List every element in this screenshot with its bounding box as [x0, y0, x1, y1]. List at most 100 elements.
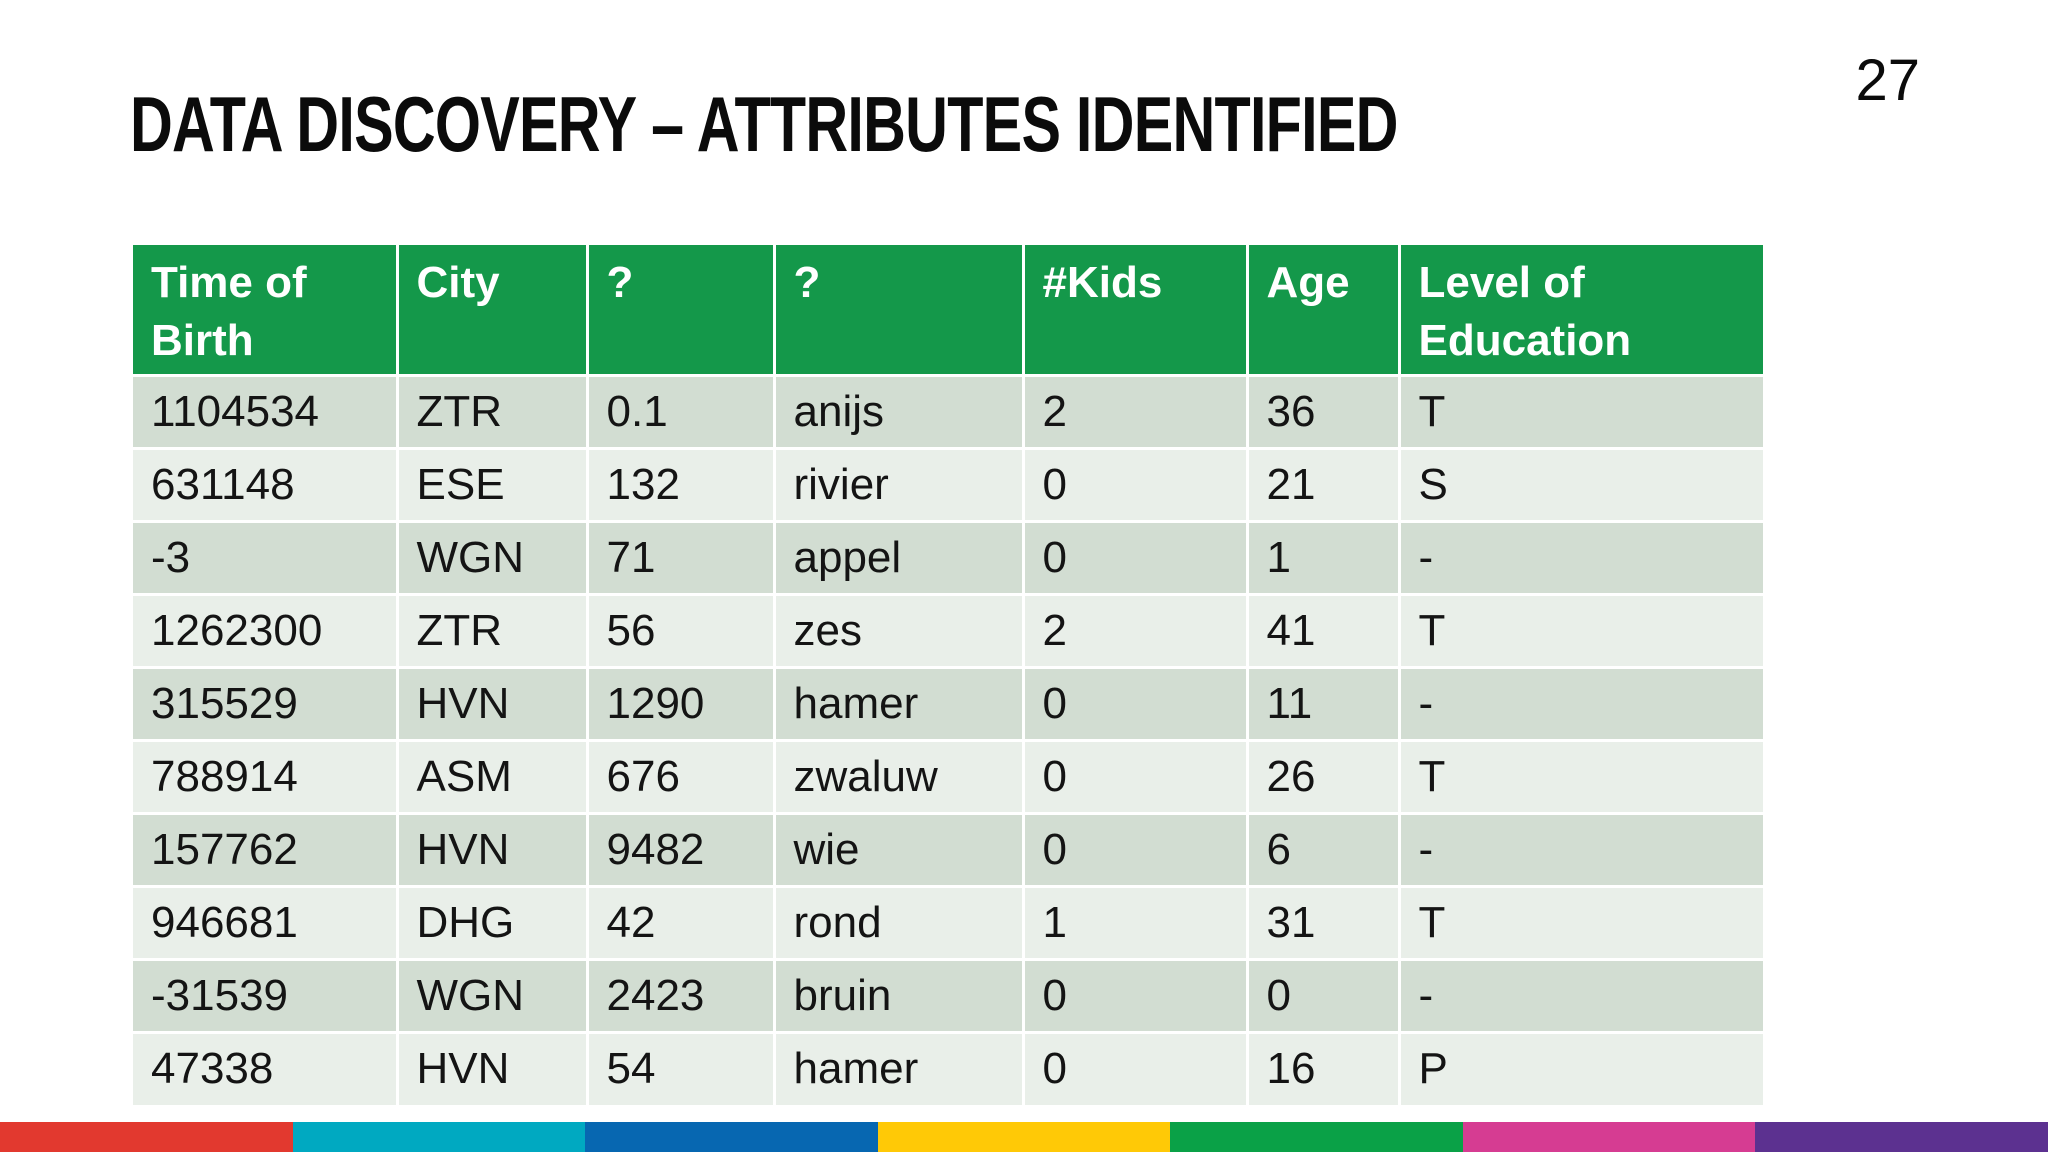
table-cell: 0 [1023, 446, 1249, 521]
table-cell: 0 [1023, 811, 1249, 886]
table-cell: 0 [1247, 957, 1401, 1032]
table-cell: rond [774, 884, 1025, 959]
table-cell: 1262300 [133, 592, 399, 667]
column-header: ? [587, 245, 776, 375]
table-cell: 132 [587, 446, 776, 521]
table-cell: 788914 [133, 738, 399, 813]
table-cell: ASM [397, 738, 589, 813]
table-cell: 47338 [133, 1030, 399, 1105]
table-cell: T [1399, 592, 1763, 667]
table-cell: 946681 [133, 884, 399, 959]
attributes-table: Time of Birth City?? #Kids Age Level of Educ… [133, 245, 1763, 1105]
table-cell: appel [774, 519, 1025, 594]
footer-stripe-segment-blue [585, 1122, 878, 1152]
table-cell: 71 [587, 519, 776, 594]
column-header: ? [774, 245, 1025, 375]
table-cell: P [1399, 1030, 1763, 1105]
table-row: 946681 DHG 42 rond 1 31 T [133, 884, 1763, 959]
table-cell: WGN [397, 519, 589, 594]
table-cell: -31539 [133, 957, 399, 1032]
table-cell: 6 [1247, 811, 1401, 886]
table-cell: 2 [1023, 373, 1249, 448]
table-cell: 42 [587, 884, 776, 959]
table-cell: rivier [774, 446, 1025, 521]
table-cell: 157762 [133, 811, 399, 886]
table-cell: 1290 [587, 665, 776, 740]
footer-stripe-segment-green [1170, 1122, 1463, 1152]
table-cell: 676 [587, 738, 776, 813]
footer-stripe-segment-purple [1755, 1122, 2048, 1152]
table-cell: T [1399, 884, 1763, 959]
table-cell: 36 [1247, 373, 1401, 448]
table-row: 157762 HVN 9482 wie 0 6- [133, 811, 1763, 886]
table-cell: 0 [1023, 665, 1249, 740]
table-cell: - [1399, 519, 1763, 594]
column-header: City [397, 245, 589, 375]
table-cell: ZTR [397, 373, 589, 448]
table-cell: HVN [397, 665, 589, 740]
table-row: 631148 ESE 132 rivier 0 21 S [133, 446, 1763, 521]
column-header: #Kids [1023, 245, 1249, 375]
footer-stripe-segment-yellow [877, 1122, 1171, 1152]
table-cell: ZTR [397, 592, 589, 667]
table-cell: anijs [774, 373, 1025, 448]
table-cell: wie [774, 811, 1025, 886]
footer-stripe-segment-cyan [292, 1122, 586, 1152]
table-cell: bruin [774, 957, 1025, 1032]
table-cell: zes [774, 592, 1025, 667]
slide-title: DATA DISCOVERY – ATTRIBUTES IDENTIFIED [130, 80, 1398, 168]
column-header: Age [1247, 245, 1401, 375]
table-cell: 2 [1023, 592, 1249, 667]
table-cell: DHG [397, 884, 589, 959]
column-header: Level of Education [1399, 245, 1763, 375]
table-body: 1104534 ZTR 0.1 anijs 2 36 T 631148 ESE 132 rivier… [133, 373, 1763, 1105]
table-row: 788914 ASM 676 zwaluw 0 26 T [133, 738, 1763, 813]
table-cell: 0 [1023, 1030, 1249, 1105]
table-row: 1262300 ZTR 56 zes 2 41 T [133, 592, 1763, 667]
table-cell: WGN [397, 957, 589, 1032]
table-cell: 0.1 [587, 373, 776, 448]
table-cell: 16 [1247, 1030, 1401, 1105]
table-cell: 11 [1247, 665, 1401, 740]
table-cell: 26 [1247, 738, 1401, 813]
footer-stripe [0, 1122, 2048, 1152]
table-cell: -3 [133, 519, 399, 594]
table-cell: T [1399, 738, 1763, 813]
table-cell: zwaluw [774, 738, 1025, 813]
table-cell: HVN [397, 1030, 589, 1105]
table-cell: 31 [1247, 884, 1401, 959]
table-cell: 56 [587, 592, 776, 667]
table-cell: 1 [1023, 884, 1249, 959]
column-header: Time of Birth [133, 245, 399, 375]
table-cell: - [1399, 957, 1763, 1032]
table-cell: ESE [397, 446, 589, 521]
table-cell: T [1399, 373, 1763, 448]
table-cell: hamer [774, 665, 1025, 740]
table-cell: 0 [1023, 738, 1249, 813]
table-cell: HVN [397, 811, 589, 886]
table-cell: 1 [1247, 519, 1401, 594]
table-cell: 631148 [133, 446, 399, 521]
table-cell: 315529 [133, 665, 399, 740]
table-row: -3 WGN 71 appel 0 1- [133, 519, 1763, 594]
table-cell: 9482 [587, 811, 776, 886]
table-cell: 1104534 [133, 373, 399, 448]
footer-stripe-segment-magenta [1462, 1122, 1756, 1152]
table-header-row: Time of Birth City?? #Kids Age Level of Educ… [133, 245, 1763, 375]
table-cell: 0 [1023, 957, 1249, 1032]
footer-stripe-segment-red [0, 1122, 293, 1152]
table-cell: - [1399, 811, 1763, 886]
table-cell: 41 [1247, 592, 1401, 667]
table-cell: 21 [1247, 446, 1401, 521]
table-row: 47338 HVN 54 hamer 0 16 P [133, 1030, 1763, 1105]
table-cell: - [1399, 665, 1763, 740]
table-cell: hamer [774, 1030, 1025, 1105]
page-number: 27 [1855, 48, 1920, 113]
table-cell: 54 [587, 1030, 776, 1105]
table-cell: 2423 [587, 957, 776, 1032]
table-row: -31539 WGN 2423 bruin 0 0- [133, 957, 1763, 1032]
table-row: 315529 HVN 1290 hamer 0 11- [133, 665, 1763, 740]
table-cell: S [1399, 446, 1763, 521]
table-cell: 0 [1023, 519, 1249, 594]
table-row: 1104534 ZTR 0.1 anijs 2 36 T [133, 373, 1763, 448]
